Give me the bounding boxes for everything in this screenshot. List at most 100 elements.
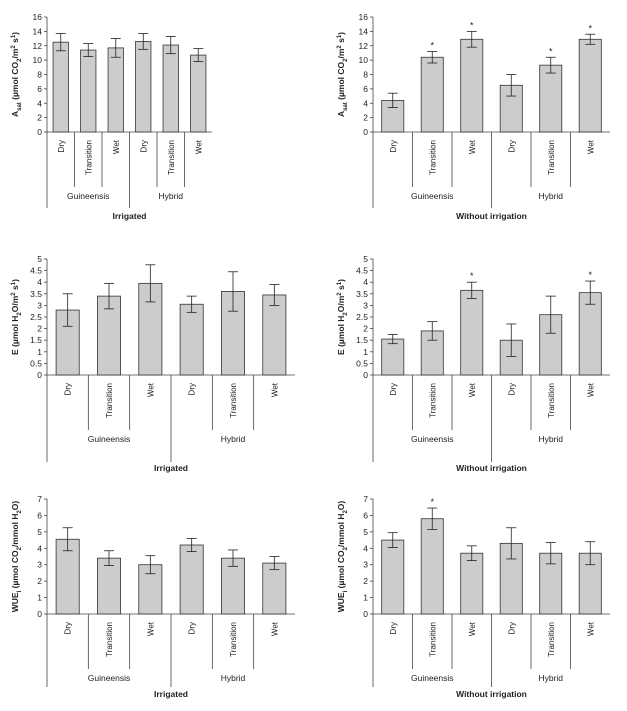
significance-marker: * — [470, 271, 474, 281]
bar-1 — [52, 41, 69, 133]
y-tick-label: 1 — [37, 347, 42, 357]
y-axis-title: Asat (µmol CO2/m2 s1) — [336, 32, 349, 117]
category-label: Wet — [146, 382, 155, 397]
panel-title: Without irrigation — [456, 689, 527, 699]
bar-2 — [97, 557, 121, 615]
group-label: Hybrid — [221, 434, 246, 444]
bar-2 — [420, 56, 444, 133]
y-axis-title-part: i — [17, 590, 23, 592]
y-tick-label: 1 — [363, 347, 368, 357]
y-axis-title-part: (µmol CO — [10, 62, 20, 103]
y-axis-title-part: (µmol CO — [336, 550, 346, 591]
y-axis-title-part: 1 — [337, 34, 343, 38]
y-axis-title-part: E — [10, 349, 20, 355]
y-tick-label: 8 — [37, 70, 42, 80]
y-axis-title-part: O) — [10, 501, 20, 511]
group-label: Guineensis — [411, 191, 454, 201]
y-tick-label: 3 — [363, 560, 368, 570]
bar-3 — [460, 552, 484, 615]
category-label: Wet — [270, 382, 279, 397]
group-label: Guineensis — [67, 191, 110, 201]
y-tick-label: 6 — [363, 510, 368, 520]
y-axis-title-part: 2 — [17, 546, 23, 550]
y-axis-title-part: ) — [10, 279, 20, 282]
group-label: Hybrid — [158, 191, 183, 201]
y-axis-title-part: (µmol H — [10, 316, 20, 350]
category-label: Dry — [139, 140, 148, 152]
y-tick-label: 12 — [359, 41, 369, 51]
category-label: Transition — [428, 383, 437, 418]
category-label: Transition — [167, 140, 176, 175]
y-axis-title-part: 2 — [17, 510, 23, 514]
y-axis-title-part: (µmol CO — [336, 62, 346, 103]
y-tick-label: 2 — [363, 576, 368, 586]
y-axis-title-part: sat — [17, 102, 23, 111]
y-tick-label: 5 — [363, 254, 368, 264]
y-tick-label: 4 — [363, 543, 368, 553]
significance-marker: * — [430, 497, 434, 507]
y-tick-label: 1 — [363, 593, 368, 603]
y-tick-label: 1 — [37, 593, 42, 603]
y-tick-label: 12 — [33, 41, 43, 51]
category-label: Transition — [229, 622, 238, 657]
group-label: Guineensis — [411, 673, 454, 683]
category-label: Transition — [105, 622, 114, 657]
y-tick-label: 2.5 — [356, 312, 368, 322]
y-tick-label: 7 — [37, 494, 42, 504]
y-axis-title-part: s — [10, 285, 20, 292]
y-tick-label: 0.5 — [30, 358, 42, 368]
group-label: Hybrid — [221, 673, 246, 683]
y-axis-title-part: i — [343, 590, 349, 592]
y-axis-title-part: O/m — [336, 295, 346, 312]
category-label: Transition — [547, 140, 556, 175]
bar-1 — [381, 338, 405, 376]
bar-2 — [420, 518, 444, 615]
bar-6 — [578, 292, 602, 376]
y-tick-label: 0 — [363, 609, 368, 619]
category-label: Dry — [389, 140, 398, 152]
significance-marker: * — [430, 41, 434, 51]
y-tick-label: 3.5 — [356, 289, 368, 299]
category-label: Transition — [547, 383, 556, 418]
category-label: Transition — [84, 140, 93, 175]
y-tick-label: 2 — [363, 113, 368, 123]
bar-6 — [578, 38, 602, 133]
bar-4 — [179, 303, 204, 376]
group-label: Hybrid — [538, 191, 563, 201]
bar-4 — [179, 544, 204, 615]
y-axis-title-part: 2 — [17, 312, 23, 316]
y-axis-title: E (µmol H2O/m2 s1) — [336, 279, 349, 355]
category-label: Transition — [428, 140, 437, 175]
significance-marker: * — [549, 46, 553, 56]
y-axis-title-part: /mmol H — [10, 514, 20, 548]
category-label: Dry — [64, 622, 73, 634]
y-axis-title: WUEi (µmol CO2/mmol H2O) — [336, 501, 349, 613]
category-label: Wet — [146, 621, 155, 636]
category-label: Transition — [105, 383, 114, 418]
y-tick-label: 2.5 — [30, 312, 42, 322]
y-axis-title-part: O) — [336, 501, 346, 511]
category-label: Wet — [270, 621, 279, 636]
y-tick-label: 16 — [359, 12, 369, 22]
y-axis-title-part: 1 — [337, 281, 343, 285]
y-tick-label: 5 — [363, 527, 368, 537]
y-axis-title-part: WUE — [10, 592, 20, 612]
significance-marker: * — [588, 23, 592, 33]
y-tick-label: 10 — [359, 55, 369, 65]
panel-title: Without irrigation — [456, 463, 527, 473]
y-axis-title-part: 2 — [343, 546, 349, 550]
y-tick-label: 5 — [37, 527, 42, 537]
y-axis-title-part: 1 — [11, 281, 17, 285]
y-tick-label: 10 — [33, 55, 43, 65]
y-tick-label: 0 — [363, 127, 368, 137]
y-axis-title-part: (µmol CO — [10, 550, 20, 591]
y-tick-label: 2 — [37, 324, 42, 334]
category-label: Dry — [389, 622, 398, 634]
significance-marker: * — [588, 270, 592, 280]
y-tick-label: 6 — [37, 84, 42, 94]
y-tick-label: 14 — [359, 26, 369, 36]
bar-1 — [381, 539, 405, 615]
y-tick-label: 6 — [37, 510, 42, 520]
